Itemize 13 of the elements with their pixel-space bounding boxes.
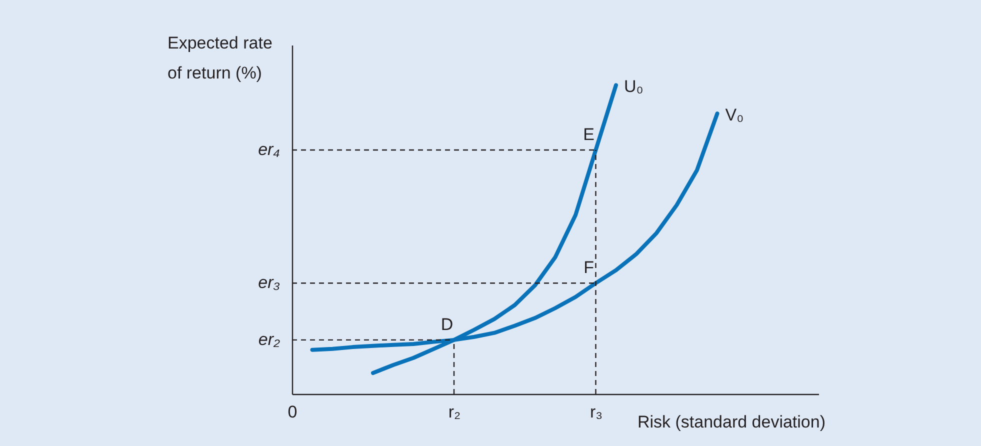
annotation: D [440,314,454,334]
ref-line-label: er₄ [258,140,280,160]
series-label: U₀ [624,77,644,96]
x-tick-label: r₃ [590,402,603,422]
x-tick-label: r₂ [448,402,461,422]
ref-line-label: er₂ [258,330,281,349]
annotation: E [583,125,594,144]
x-tick-label: 0 [288,402,298,422]
x-axis-title: Risk (standard deviation) [637,412,826,432]
y-axis-title: Expected rate of return (%) [168,34,272,82]
ref-line-label: er₃ [258,273,280,292]
series-label: V₀ [725,106,744,125]
annotation: F [584,258,594,278]
